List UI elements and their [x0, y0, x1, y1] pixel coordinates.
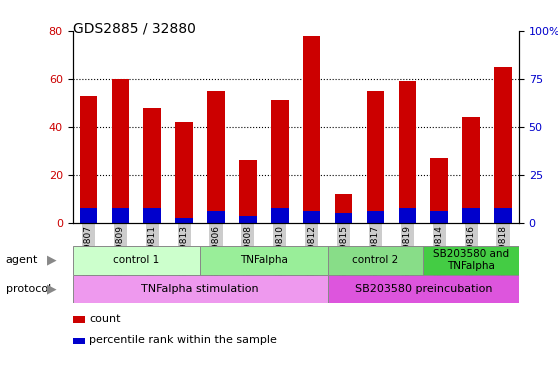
Bar [430, 158, 448, 223]
Bar [80, 96, 97, 223]
Text: GDS2885 / 32880: GDS2885 / 32880 [73, 21, 195, 35]
Text: protocol: protocol [6, 284, 51, 294]
Text: TNFalpha: TNFalpha [240, 255, 288, 265]
Bar [328, 246, 424, 275]
Bar [271, 100, 288, 223]
Text: ▶: ▶ [47, 254, 57, 267]
Text: count: count [89, 314, 121, 324]
Bar [200, 246, 328, 275]
Bar [73, 275, 328, 303]
Text: control 1: control 1 [113, 255, 160, 265]
Bar [494, 208, 512, 223]
Bar [239, 161, 257, 223]
Bar [303, 36, 320, 223]
Text: SB203580 preincubation: SB203580 preincubation [354, 284, 492, 294]
Bar [335, 213, 352, 223]
Bar [367, 91, 384, 223]
Text: ▶: ▶ [47, 283, 57, 296]
Bar [143, 208, 161, 223]
Bar [80, 208, 97, 223]
Text: control 2: control 2 [352, 255, 398, 265]
Bar [112, 79, 129, 223]
Bar [175, 218, 193, 223]
Bar [303, 211, 320, 223]
Bar [239, 215, 257, 223]
Bar [430, 211, 448, 223]
Bar [463, 117, 480, 223]
Text: TNFalpha stimulation: TNFalpha stimulation [141, 284, 259, 294]
Bar [207, 91, 225, 223]
Bar [424, 246, 519, 275]
Bar [73, 246, 200, 275]
Bar [335, 194, 352, 223]
Text: percentile rank within the sample: percentile rank within the sample [89, 335, 277, 345]
Bar [175, 122, 193, 223]
Bar [398, 81, 416, 223]
Text: SB203580 and
TNFalpha: SB203580 and TNFalpha [433, 249, 509, 271]
Bar [328, 275, 519, 303]
Bar [494, 67, 512, 223]
Text: agent: agent [6, 255, 38, 265]
Bar [398, 208, 416, 223]
Bar [112, 208, 129, 223]
Bar [143, 108, 161, 223]
Bar [367, 211, 384, 223]
Bar [207, 211, 225, 223]
Bar [463, 208, 480, 223]
Bar [271, 208, 288, 223]
